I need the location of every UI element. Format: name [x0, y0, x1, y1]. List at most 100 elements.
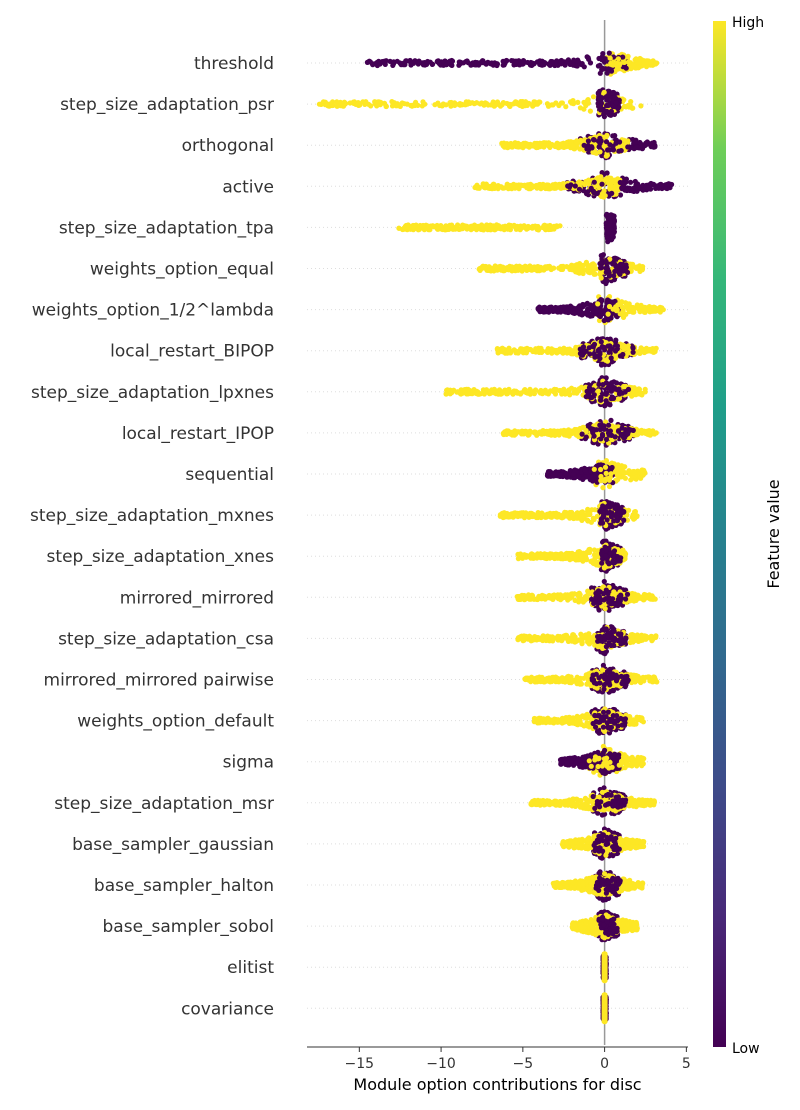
- data-point: [544, 264, 551, 270]
- data-point: [598, 518, 605, 525]
- data-point: [578, 514, 584, 520]
- data-point: [601, 143, 607, 149]
- data-point: [512, 510, 518, 516]
- data-point: [601, 426, 607, 432]
- data-point: [605, 430, 612, 436]
- data-point: [564, 350, 570, 356]
- data-point: [355, 100, 361, 106]
- data-point: [591, 341, 598, 347]
- data-point: [444, 387, 450, 393]
- data-point: [597, 351, 603, 357]
- data-point: [434, 59, 440, 65]
- data-point: [602, 464, 609, 470]
- data-point: [571, 57, 577, 63]
- feature-swarm: [544, 458, 648, 491]
- data-point: [573, 269, 579, 275]
- data-point: [589, 394, 595, 400]
- data-point: [639, 472, 646, 478]
- data-point: [578, 384, 585, 390]
- data-point: [587, 108, 594, 114]
- data-point: [584, 517, 590, 523]
- data-point: [605, 66, 612, 72]
- data-point: [522, 389, 528, 395]
- data-point: [530, 552, 536, 559]
- data-point: [603, 470, 609, 476]
- data-point: [558, 57, 565, 64]
- data-point: [640, 187, 646, 193]
- data-point: [604, 170, 610, 176]
- data-point: [645, 184, 652, 191]
- data-point: [554, 348, 560, 354]
- data-point: [612, 348, 619, 354]
- data-point: [581, 142, 587, 148]
- feature-swarm: [499, 131, 658, 161]
- data-point: [595, 63, 602, 69]
- feature-swarm: [364, 50, 660, 77]
- data-point: [642, 594, 649, 600]
- data-point: [390, 61, 397, 67]
- data-point: [621, 517, 627, 523]
- data-point: [420, 99, 426, 105]
- feature-swarm: [443, 375, 648, 409]
- data-point: [467, 100, 473, 106]
- data-point: [431, 223, 437, 229]
- data-point: [634, 302, 640, 308]
- data-point: [610, 186, 617, 192]
- data-point: [579, 431, 585, 437]
- data-point: [571, 310, 578, 316]
- data-point: [581, 424, 587, 430]
- data-point: [623, 65, 629, 71]
- data-point: [606, 180, 612, 186]
- data-point: [613, 100, 619, 106]
- data-point: [365, 59, 371, 65]
- data-point: [582, 596, 588, 603]
- data-point: [610, 143, 616, 149]
- data-point: [444, 226, 450, 232]
- data-point: [585, 138, 592, 144]
- data-point: [525, 595, 531, 601]
- data-point: [633, 144, 640, 151]
- data-point: [523, 142, 529, 148]
- data-point: [604, 476, 610, 482]
- data-point: [494, 99, 501, 105]
- data-point: [583, 259, 590, 265]
- data-point: [622, 266, 628, 272]
- data-point: [450, 226, 456, 232]
- data-point: [488, 227, 494, 233]
- data-point: [632, 509, 639, 515]
- data-point: [632, 139, 638, 145]
- data-point: [600, 485, 606, 491]
- data-point: [455, 222, 461, 228]
- data-point: [598, 297, 604, 303]
- data-point: [580, 270, 586, 277]
- data-point: [559, 100, 566, 106]
- data-point: [589, 266, 596, 272]
- data-point: [669, 181, 675, 188]
- data-point: [576, 179, 582, 185]
- data-point: [606, 229, 612, 235]
- data-point: [426, 223, 432, 230]
- data-point: [624, 591, 631, 597]
- data-point: [583, 310, 589, 316]
- data-point: [642, 389, 648, 395]
- data-point: [443, 61, 450, 68]
- data-point: [597, 140, 603, 147]
- data-point: [531, 429, 538, 435]
- data-point: [635, 183, 642, 189]
- data-point: [532, 223, 538, 229]
- data-point: [599, 181, 605, 187]
- data-point: [609, 190, 615, 196]
- data-point: [525, 225, 531, 231]
- data-point: [474, 100, 480, 106]
- data-point: [609, 512, 615, 518]
- data-point: [417, 59, 423, 65]
- data-point: [613, 264, 619, 270]
- data-point: [585, 511, 592, 517]
- data-point: [603, 547, 609, 553]
- data-point: [415, 227, 421, 233]
- data-point: [616, 556, 622, 562]
- data-point: [505, 185, 512, 191]
- data-point: [617, 311, 623, 317]
- data-point: [500, 143, 506, 149]
- data-point: [494, 62, 500, 69]
